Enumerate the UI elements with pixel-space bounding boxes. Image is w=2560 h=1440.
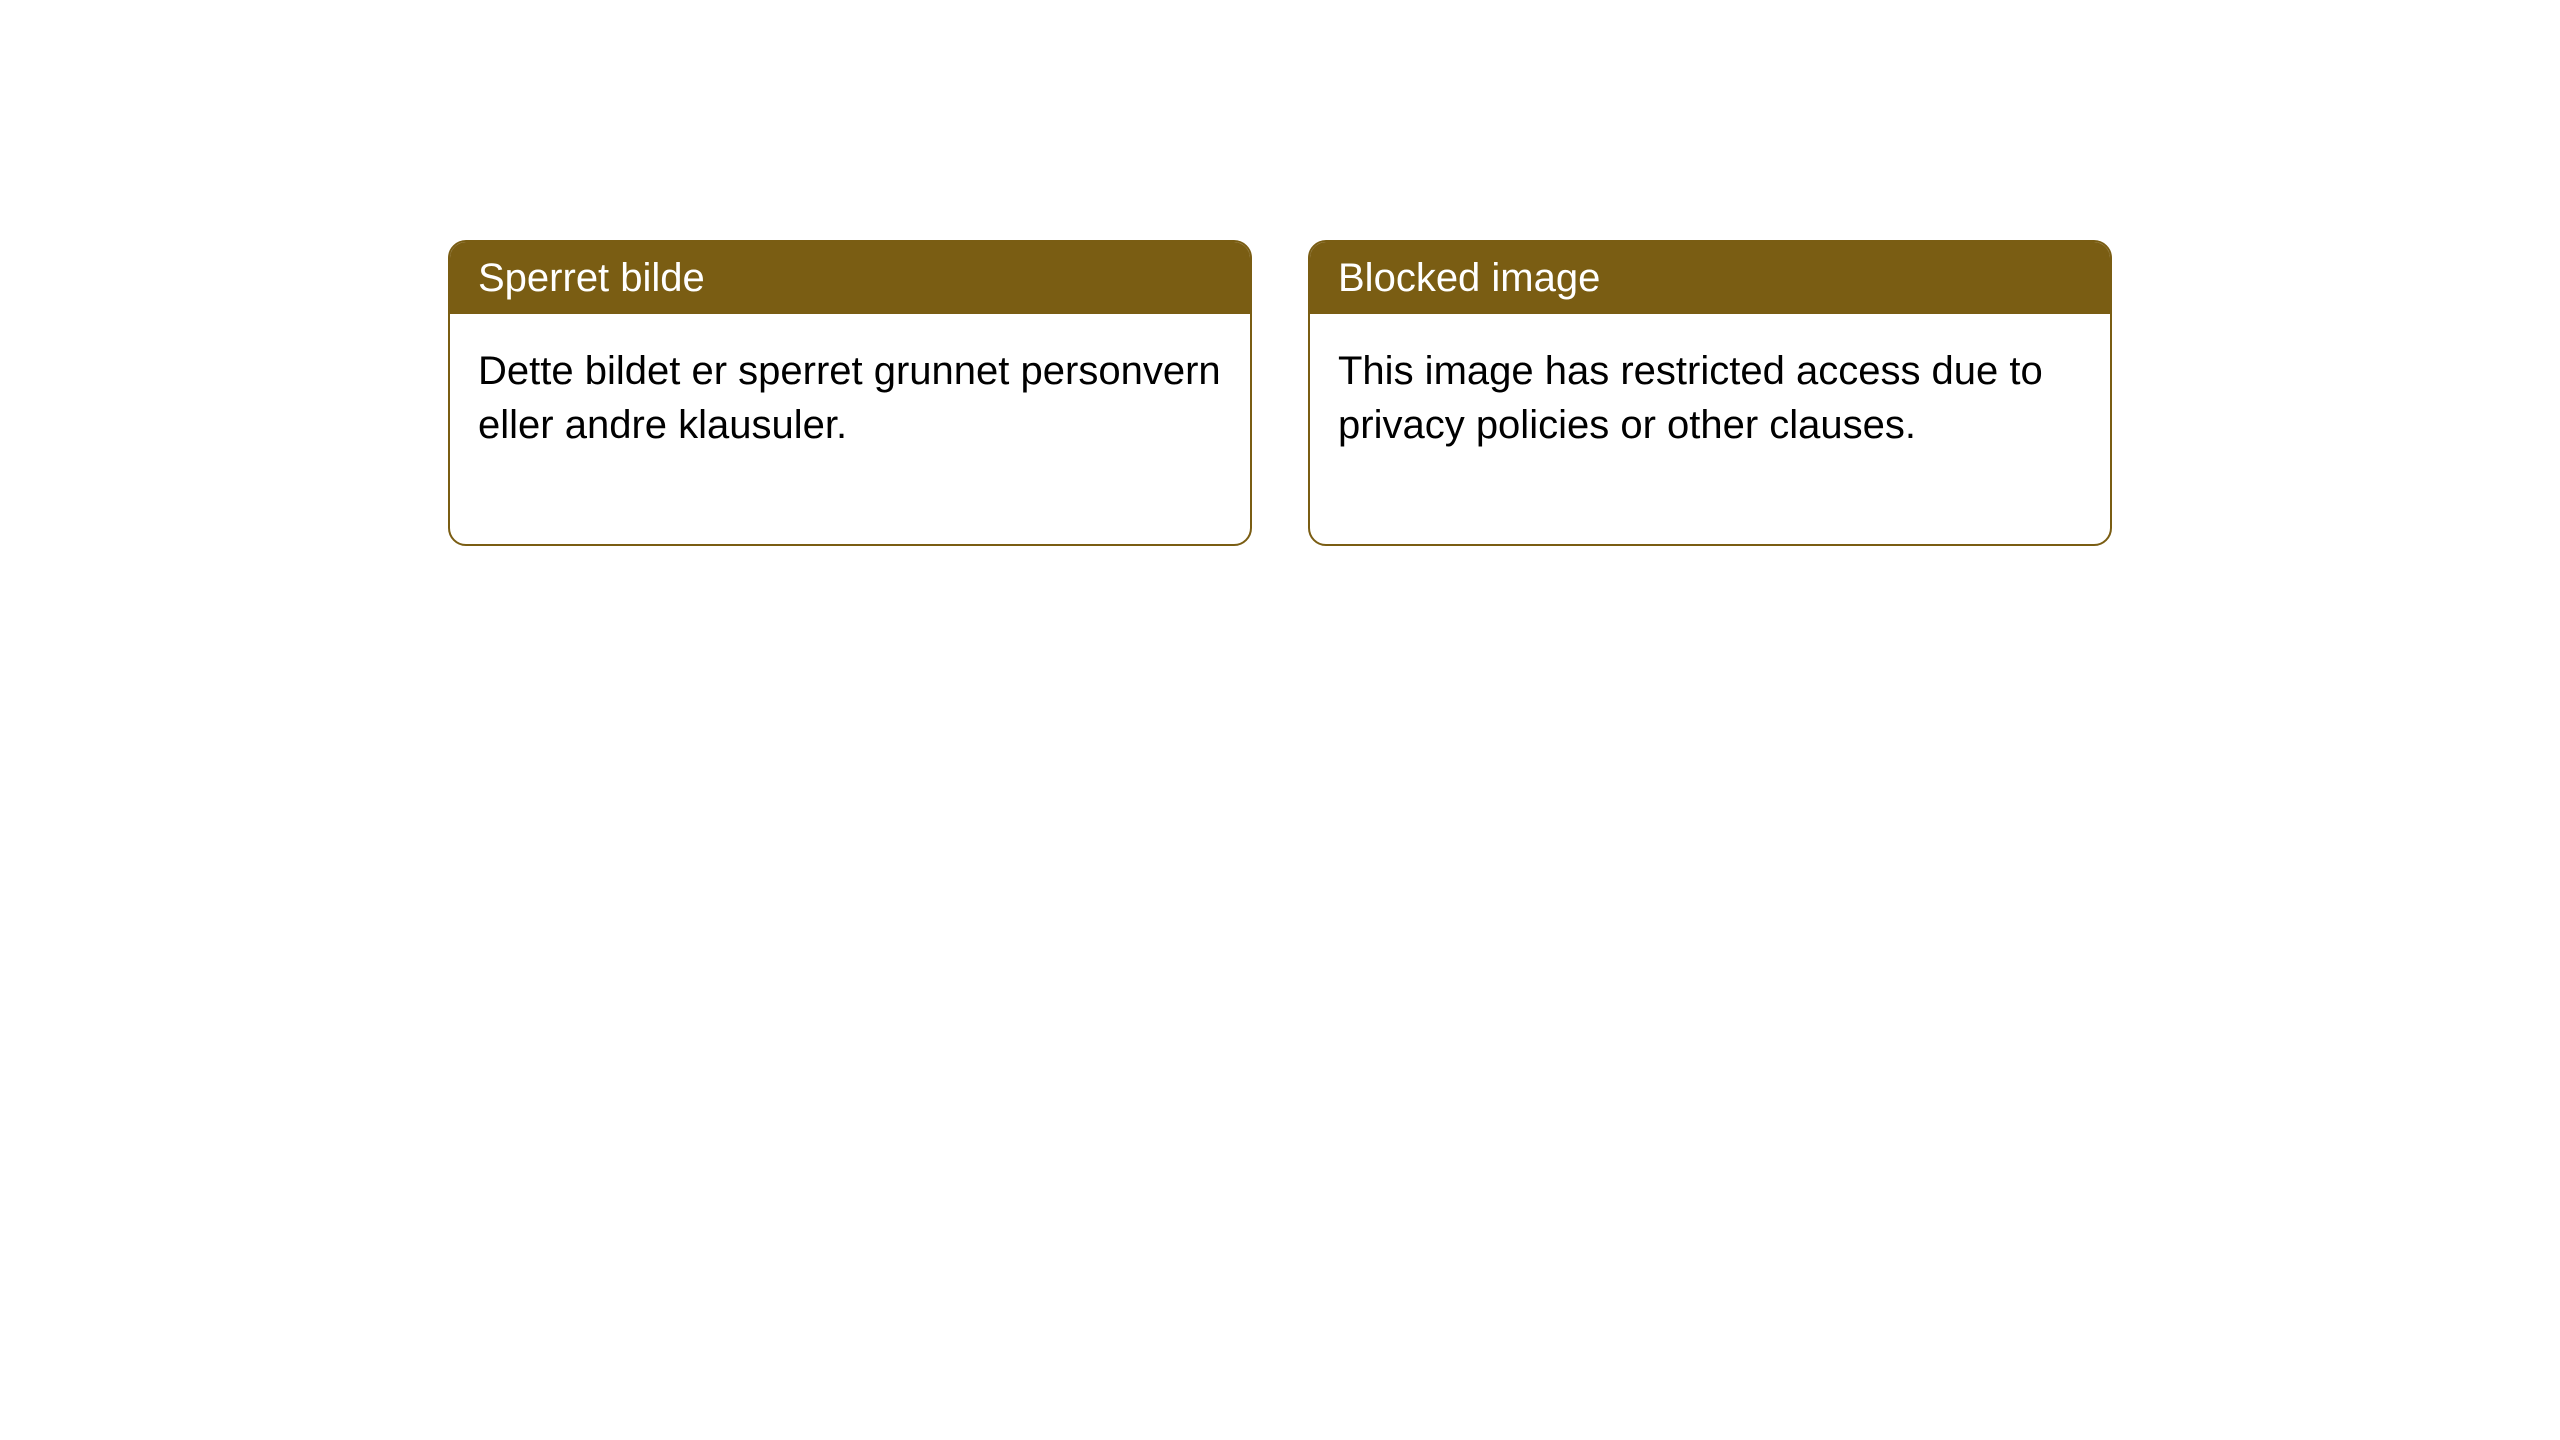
notice-card-english: Blocked image This image has restricted …	[1308, 240, 2112, 546]
card-body-norwegian: Dette bildet er sperret grunnet personve…	[450, 314, 1250, 544]
card-body-text-norwegian: Dette bildet er sperret grunnet personve…	[478, 349, 1221, 447]
card-body-english: This image has restricted access due to …	[1310, 314, 2110, 544]
card-header-norwegian: Sperret bilde	[450, 242, 1250, 314]
card-title-english: Blocked image	[1338, 256, 1600, 300]
card-title-norwegian: Sperret bilde	[478, 256, 705, 300]
notice-card-norwegian: Sperret bilde Dette bildet er sperret gr…	[448, 240, 1252, 546]
card-body-text-english: This image has restricted access due to …	[1338, 349, 2043, 447]
card-header-english: Blocked image	[1310, 242, 2110, 314]
notice-cards-container: Sperret bilde Dette bildet er sperret gr…	[448, 240, 2112, 546]
